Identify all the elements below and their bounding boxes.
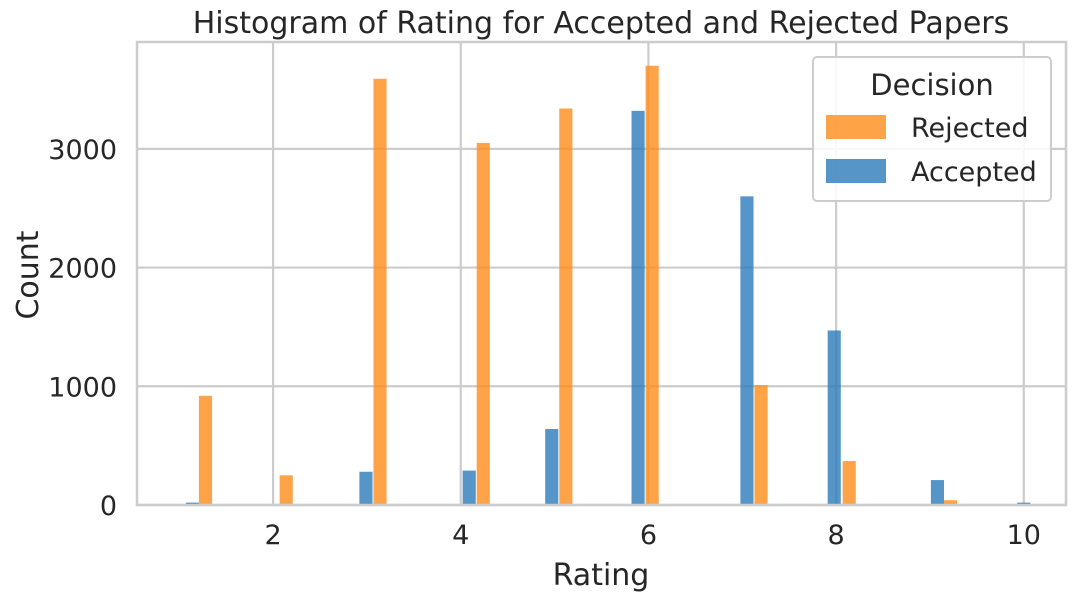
y-tick-labels: 0 1000 2000 3000 [48,135,117,522]
x-tick-label: 10 [1007,520,1041,551]
bar-rejected [373,78,387,506]
x-tick-label: 4 [452,520,469,551]
y-tick-label: 3000 [48,135,117,166]
y-axis-label: Count [11,230,46,319]
bar-accepted [740,196,754,506]
y-tick-label: 0 [100,491,117,522]
bar-accepted [545,429,559,505]
x-tick-label: 6 [640,520,657,551]
x-tick-label: 2 [264,520,281,551]
x-tick-label: 8 [828,520,845,551]
bar-rejected [476,142,490,505]
bar-accepted [462,470,476,505]
bar-accepted [930,480,945,505]
bar-rejected [645,65,659,505]
legend-swatch-rejected [826,115,886,139]
x-tick-labels: 2 4 6 8 10 [264,520,1040,551]
legend-title: Decision [870,68,993,102]
x-axis-label: Rating [553,558,650,593]
legend-swatch-accepted [826,159,886,183]
bar-rejected [198,395,213,505]
chart-title: Histogram of Rating for Accepted and Rej… [193,6,1010,41]
plot-frame [135,40,1068,507]
y-tick-label: 2000 [48,254,117,285]
legend-label-accepted: Accepted [911,157,1037,188]
bar-rejected [279,475,293,505]
bar-rejected [842,461,856,505]
bar-rejected [559,108,573,505]
bar-rejected [754,385,768,505]
legend-label-rejected: Rejected [911,113,1028,144]
bar-accepted [359,471,373,505]
bar-accepted [631,110,645,505]
legend: Decision Rejected Accepted [812,56,1052,202]
bar-rejected [944,500,958,505]
y-tick-label: 1000 [48,372,117,403]
bar-accepted [827,330,841,505]
